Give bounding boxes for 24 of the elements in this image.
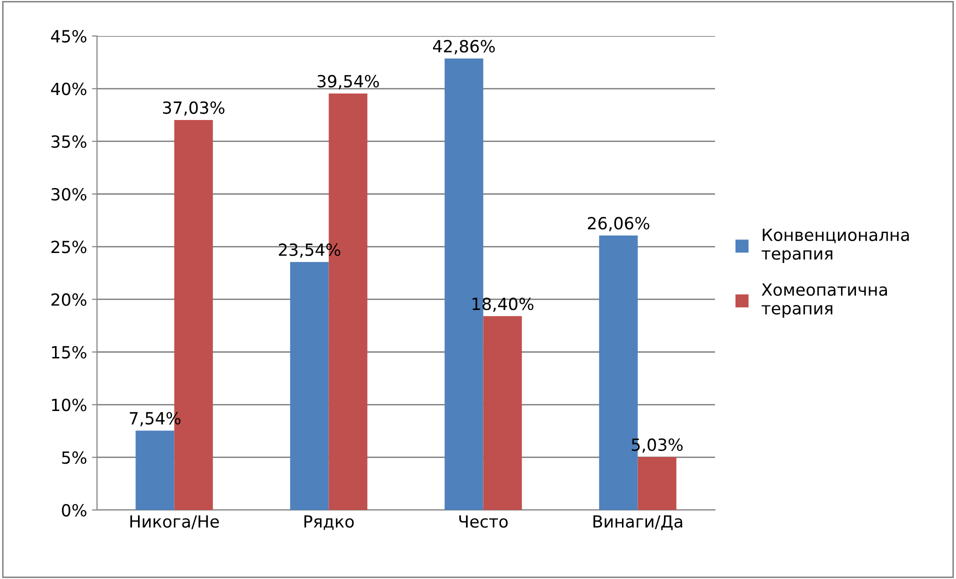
x-tick-label: Често — [459, 515, 508, 528]
y-tick-label: 15% — [52, 346, 86, 359]
y-tick-label: 5% — [62, 451, 86, 464]
bar — [290, 262, 329, 510]
y-tick-label: 40% — [51, 82, 86, 96]
y-tick-label: 35% — [52, 135, 86, 148]
bar — [638, 457, 676, 510]
data-label: 42,86% — [432, 40, 495, 54]
y-tick-label: 45% — [51, 30, 86, 43]
y-tick-label: 10% — [52, 398, 86, 412]
y-tick-label: 0% — [62, 504, 86, 517]
x-tick-label: Винаги/Да — [593, 515, 682, 530]
data-label: 39,54% — [318, 74, 379, 90]
legend-label: Конвенционална терапия — [762, 228, 909, 263]
y-tick-label: 30% — [52, 188, 86, 201]
legend-label: Хомеопатична терапия — [762, 284, 887, 318]
data-label: 37,03% — [163, 101, 224, 116]
bar — [136, 430, 174, 510]
y-tick-label: 20% — [51, 293, 86, 306]
x-tick-label: Никога/Не — [130, 515, 219, 530]
y-tick-label: 25% — [51, 240, 86, 254]
x-tick-label: Рядко — [304, 515, 354, 530]
bar — [483, 316, 522, 510]
data-label: 26,06% — [588, 216, 650, 232]
